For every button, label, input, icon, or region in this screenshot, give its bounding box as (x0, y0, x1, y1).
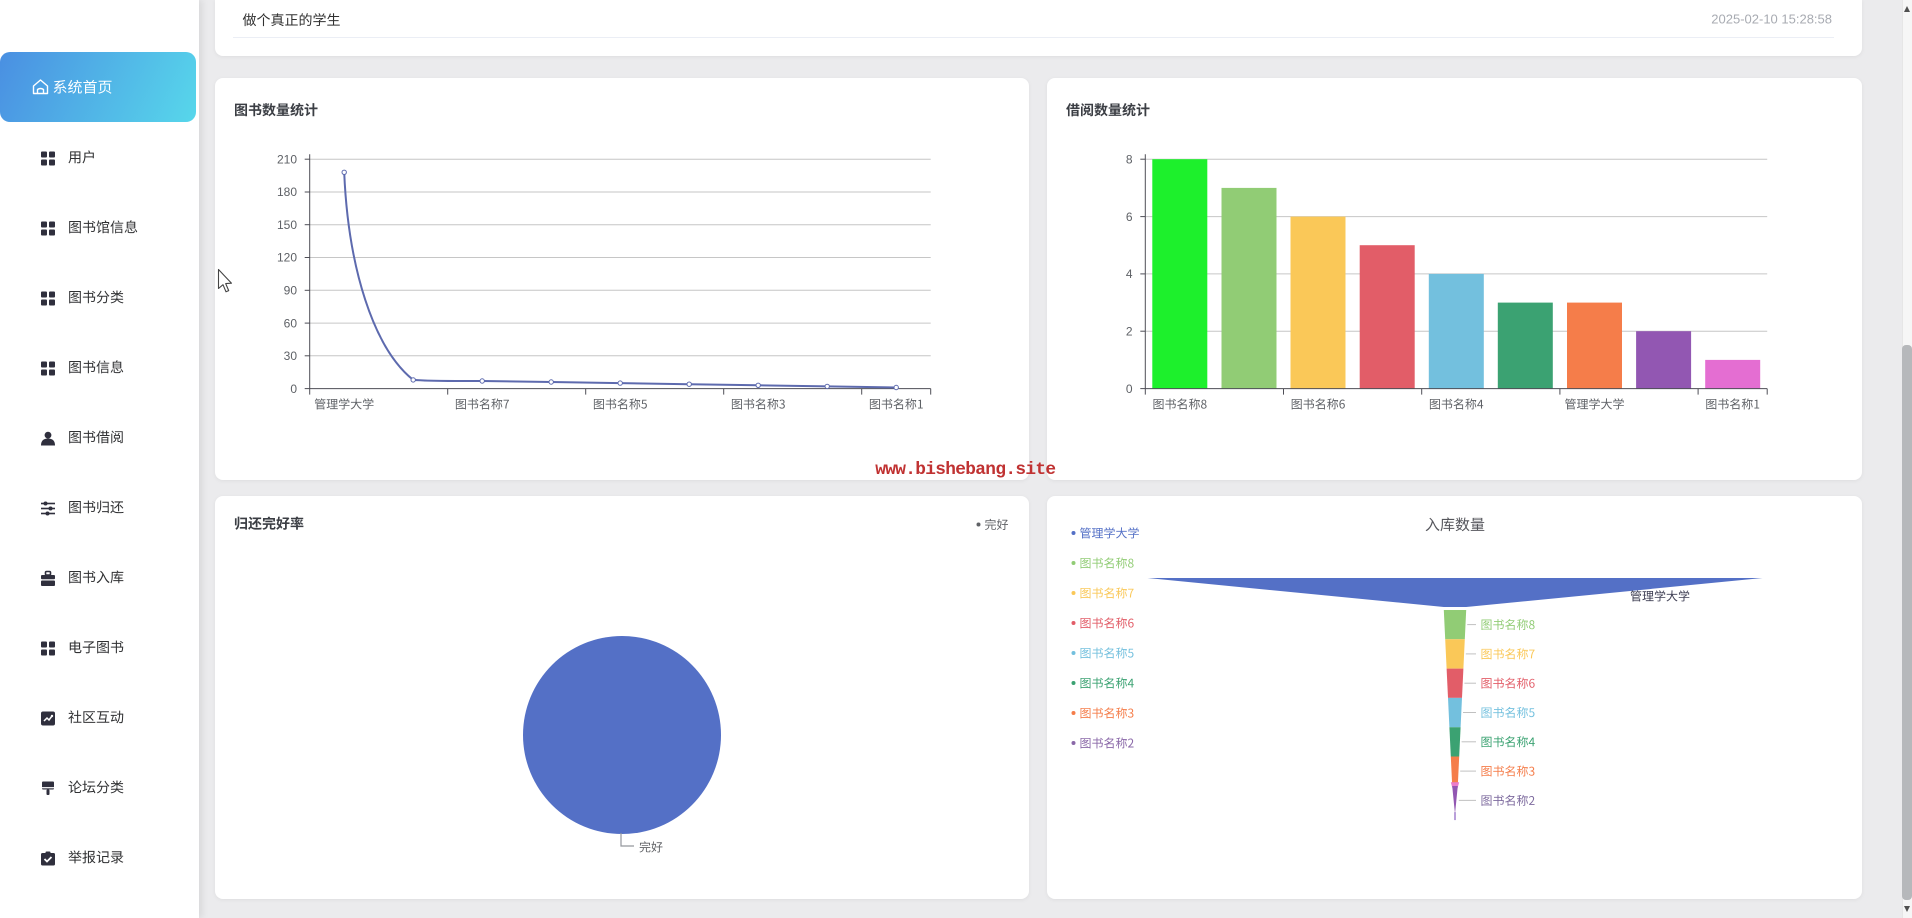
svg-text:2025-02-10 15:28:58: 2025-02-10 15:28:58 (1711, 12, 1832, 27)
svg-text:6: 6 (1126, 210, 1133, 224)
svg-text:www.bishebang.site: www.bishebang.site (875, 460, 1055, 480)
svg-text:0: 0 (1126, 382, 1133, 396)
svg-text:0: 0 (290, 382, 297, 396)
svg-text:120: 120 (277, 251, 297, 265)
svg-text:60: 60 (284, 316, 298, 330)
svg-text:2: 2 (1126, 324, 1133, 338)
svg-text:90: 90 (284, 284, 298, 298)
svg-text:180: 180 (277, 185, 297, 199)
svg-text:30: 30 (284, 349, 298, 363)
svg-text:150: 150 (277, 218, 297, 232)
svg-text:8: 8 (1126, 152, 1133, 166)
svg-text:4: 4 (1126, 267, 1133, 281)
svg-text:210: 210 (277, 152, 297, 166)
